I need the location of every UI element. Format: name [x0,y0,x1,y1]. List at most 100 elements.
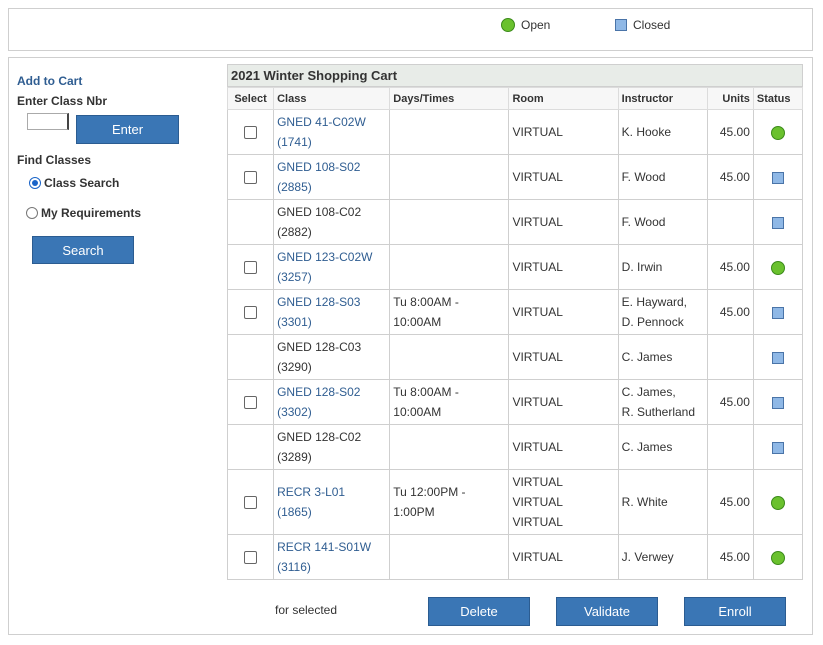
select-checkbox[interactable] [244,261,258,275]
column-header-room: Room [508,87,619,110]
status-cell [752,534,804,580]
instructor-cell: E. Hayward, D. Pennock [617,289,708,335]
legend-closed-label: Closed [633,18,671,32]
days-times-text: Tu 8:00AM - [393,385,459,399]
select-checkbox[interactable] [244,496,258,510]
class-nbr-input[interactable] [27,113,69,130]
select-cell [226,534,275,580]
days-times-cell [389,199,510,245]
open-status-icon [770,495,785,510]
enroll-button[interactable]: Enroll [684,597,786,626]
table-row: RECR 141-S01W (3116) VIRTUAL J. Verwey 45.00 [226,534,804,580]
cart-header-row: Select Class Days/Times Room Instructor … [226,87,804,110]
days-times-text: 10:00AM [393,405,442,419]
column-header-units: Units [706,87,754,110]
days-times-cell: Tu 8:00AM - 10:00AM [389,289,510,335]
instructor-text: E. Hayward, [621,295,688,309]
instructor-cell: C. James, R. Sutherland [617,379,708,425]
days-times-cell [389,424,510,470]
search-button[interactable]: Search [32,236,134,264]
days-times-cell [389,534,510,580]
class-search-radio-label: Class Search [44,176,120,190]
class-name: GNED 108-C02 [277,205,362,219]
select-checkbox[interactable] [244,306,258,320]
class-cell[interactable]: GNED 123-C02W (3257) [273,244,391,290]
table-row: GNED 108-C02 (2882) VIRTUAL F. Wood [226,199,804,245]
room-cell: VIRTUAL [508,289,619,335]
class-link[interactable]: GNED 41-C02W [277,115,366,129]
days-times-text: 10:00AM [393,315,442,329]
class-link[interactable]: RECR 3-L01 [277,485,346,499]
status-legend: Open Closed [8,8,813,51]
room-text: VIRTUAL [512,350,563,364]
class-number: (3289) [277,450,312,464]
add-to-cart-heading: Add to Cart [17,74,83,88]
class-number[interactable]: (3116) [277,560,311,574]
class-number[interactable]: (3301) [277,315,312,329]
room-cell: VIRTUAL VIRTUAL VIRTUAL [508,469,619,535]
select-checkbox[interactable] [244,171,258,185]
class-cell: GNED 128-C03 (3290) [273,334,391,380]
instructor-cell: C. James [617,424,708,470]
class-number[interactable]: (1741) [277,135,312,149]
class-cell[interactable]: RECR 3-L01 (1865) [273,469,391,535]
room-cell: VIRTUAL [508,109,619,155]
instructor-cell: D. Irwin [617,244,708,290]
class-cell[interactable]: GNED 41-C02W (1741) [273,109,391,155]
class-number[interactable]: (2885) [277,180,312,194]
class-number[interactable]: (1865) [277,505,312,519]
select-cell [226,379,275,425]
enter-button[interactable]: Enter [76,115,179,144]
my-requirements-radio-label: My Requirements [41,206,142,220]
table-row: RECR 3-L01 (1865) Tu 12:00PM - 1:00PM VIRTUA… [226,469,804,535]
legend-closed: Closed [615,18,670,32]
class-cell[interactable]: GNED 128-S02 (3302) [273,379,391,425]
room-text: VIRTUAL [512,170,563,184]
room-text: VIRTUAL [512,305,563,319]
days-times-cell: Tu 12:00PM - 1:00PM [389,469,510,535]
status-cell [752,154,804,200]
status-cell [752,334,804,380]
class-number[interactable]: (3302) [277,405,312,419]
class-cell[interactable]: RECR 141-S01W (3116) [273,534,391,580]
class-cell[interactable]: GNED 108-S02 (2885) [273,154,391,200]
closed-status-icon [615,19,627,31]
table-row: GNED 108-S02 (2885) VIRTUAL F. Wood 45.00 [226,154,804,200]
class-cell[interactable]: GNED 128-S03 (3301) [273,289,391,335]
class-search-option[interactable]: Class Search [29,176,119,190]
select-checkbox[interactable] [244,551,258,565]
class-link[interactable]: RECR 141-S01W [277,540,372,554]
select-cell [226,334,275,380]
legend-open-label: Open [521,18,551,32]
room-text: VIRTUAL [512,125,563,139]
class-link[interactable]: GNED 108-S02 [277,160,361,174]
room-cell: VIRTUAL [508,199,619,245]
closed-status-icon [771,216,784,229]
days-times-cell: Tu 8:00AM - 10:00AM [389,379,510,425]
select-cell [226,469,275,535]
select-cell [226,109,275,155]
days-times-cell [389,109,510,155]
status-cell [752,199,804,245]
class-link[interactable]: GNED 123-C02W [277,250,373,264]
my-requirements-option[interactable]: My Requirements [26,206,141,220]
status-cell [752,109,804,155]
select-checkbox[interactable] [244,126,258,140]
delete-button[interactable]: Delete [428,597,530,626]
select-cell [226,199,275,245]
legend-open: Open [501,18,550,32]
column-header-class: Class [273,87,391,110]
class-number[interactable]: (3257) [277,270,312,284]
class-link[interactable]: GNED 128-S02 [277,385,361,399]
closed-status-icon [771,351,784,364]
class-link[interactable]: GNED 128-S03 [277,295,361,309]
validate-button[interactable]: Validate [556,597,658,626]
select-checkbox[interactable] [244,396,258,410]
class-search-radio[interactable] [29,177,41,189]
room-text: VIRTUAL [512,550,563,564]
days-times-text: Tu 12:00PM - [393,485,466,499]
status-cell [752,244,804,290]
my-requirements-radio[interactable] [26,207,38,219]
select-cell [226,244,275,290]
table-row: GNED 123-C02W (3257) VIRTUAL D. Irwin 45.00 [226,244,804,290]
